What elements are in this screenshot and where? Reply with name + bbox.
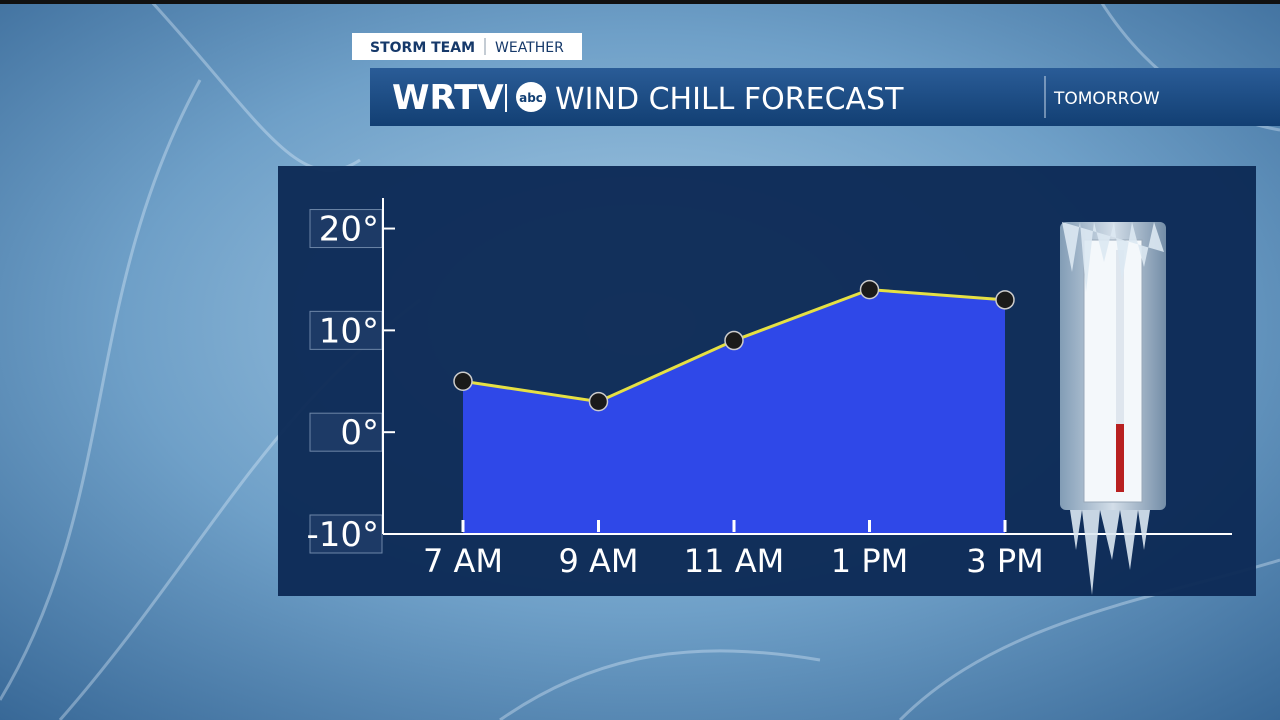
y-tick-box (309, 514, 383, 554)
area (463, 289, 1005, 534)
tag-box (352, 33, 582, 60)
top-edge (0, 0, 1280, 4)
y-tick-label: 0° (340, 413, 379, 453)
y-tick-box (309, 412, 383, 452)
x-tick-label: 9 AM (558, 542, 638, 580)
marker (859, 279, 880, 300)
network-logo (516, 82, 546, 112)
marker (995, 290, 1015, 310)
marker (453, 371, 473, 392)
marker (588, 391, 609, 412)
x-tick-label: 11 AM (684, 542, 784, 580)
y-tick-label: 10° (319, 311, 379, 351)
tag: STORM TEAM (370, 40, 475, 56)
y-tick-label: -10° (306, 515, 379, 555)
title: WIND CHILL FORECAST (555, 82, 904, 117)
period: TOMORROW (1053, 89, 1160, 109)
network: abc (519, 91, 543, 105)
x-tick-label: 1 PM (831, 542, 908, 580)
x-tick-label: 7 AM (423, 542, 503, 580)
thermometer-icon (1060, 222, 1166, 595)
plot: 20° 10° 0° -10° 7 AM 9 AM 11 AM 1 PM 3 PM (306, 209, 1044, 580)
station: WRTV (392, 78, 504, 118)
y-tick-box (309, 209, 383, 249)
tag-section: WEATHER (495, 40, 564, 56)
x-tick-label: 3 PM (966, 542, 1043, 580)
y-tick-box (309, 310, 383, 350)
y-tick-label: 20° (319, 210, 379, 250)
marker (724, 330, 744, 351)
